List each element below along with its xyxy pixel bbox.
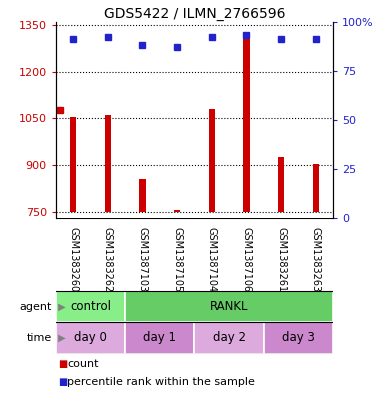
Text: RANKL: RANKL [210, 300, 248, 313]
Bar [70, 117, 76, 212]
Bar [125, 322, 194, 354]
Text: day 1: day 1 [143, 331, 176, 345]
Text: agent: agent [20, 301, 52, 312]
Text: GSM1383260: GSM1383260 [68, 227, 78, 292]
Bar [56, 291, 125, 322]
Text: GSM1387104: GSM1387104 [207, 227, 217, 292]
Text: ■: ■ [58, 359, 67, 369]
Text: day 2: day 2 [213, 331, 246, 345]
Text: day 3: day 3 [282, 331, 315, 345]
Bar [139, 179, 146, 212]
Bar [105, 115, 111, 212]
Bar [174, 210, 180, 212]
Text: count: count [67, 359, 99, 369]
Text: ■: ■ [58, 377, 67, 387]
Text: GSM1383262: GSM1383262 [103, 227, 113, 292]
Text: GSM1387105: GSM1387105 [172, 227, 182, 292]
Text: GSM1383261: GSM1383261 [276, 227, 286, 292]
Text: control: control [70, 300, 111, 313]
Bar [313, 163, 319, 212]
Text: GSM1383263: GSM1383263 [311, 227, 321, 292]
Bar [194, 322, 264, 354]
Bar [125, 291, 333, 322]
Text: time: time [27, 333, 52, 343]
Bar [243, 37, 249, 212]
Title: GDS5422 / ILMN_2766596: GDS5422 / ILMN_2766596 [104, 7, 285, 20]
Bar [209, 109, 215, 212]
Bar [56, 322, 125, 354]
Text: percentile rank within the sample: percentile rank within the sample [67, 377, 255, 387]
Text: day 0: day 0 [74, 331, 107, 345]
Text: ▶: ▶ [55, 301, 66, 312]
Bar [264, 322, 333, 354]
Text: GSM1387106: GSM1387106 [241, 227, 251, 292]
Bar [278, 157, 284, 212]
Text: ▶: ▶ [55, 333, 66, 343]
Text: GSM1387103: GSM1387103 [137, 227, 147, 292]
